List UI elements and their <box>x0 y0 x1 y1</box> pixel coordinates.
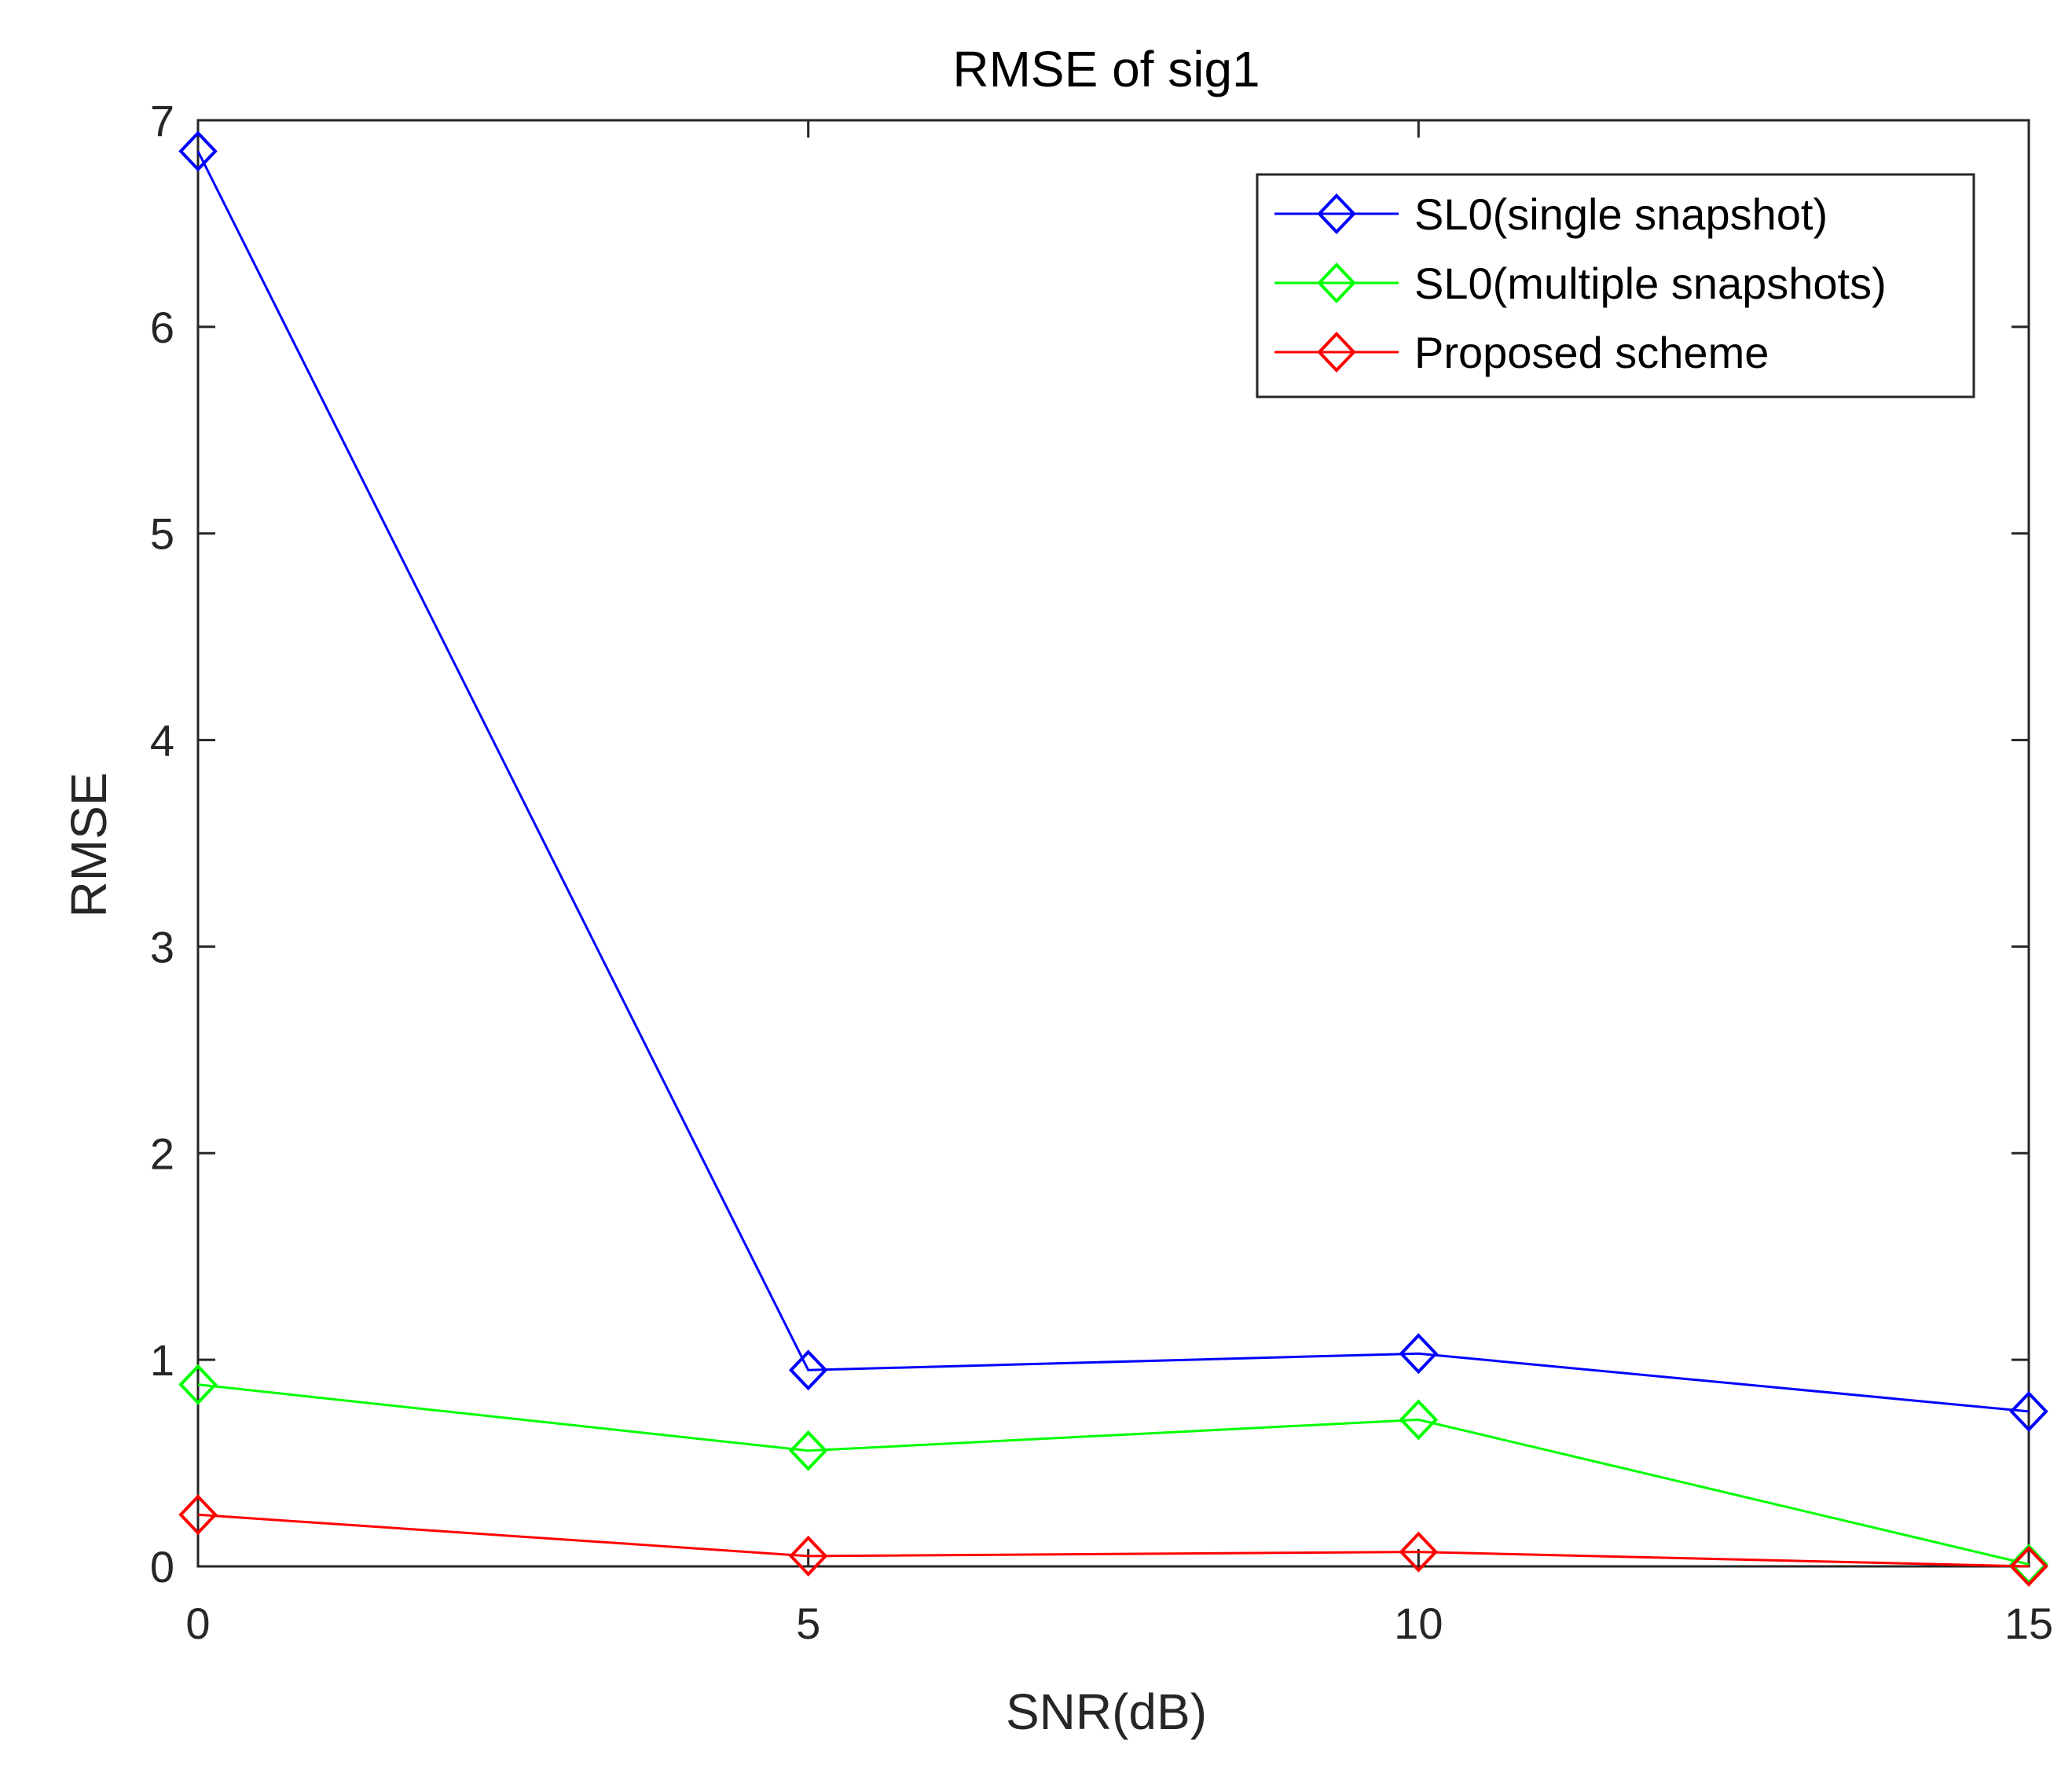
series-line <box>197 1383 2030 1566</box>
legend-label: SL0(single snapshot) <box>1414 189 1828 239</box>
plot-series <box>178 130 2048 1587</box>
data-point <box>1399 1531 1439 1573</box>
data-point <box>788 1535 828 1577</box>
y-tick-label: 1 <box>150 1335 174 1385</box>
y-axis-label: RMSE <box>61 773 117 918</box>
data-point <box>2009 1390 2048 1432</box>
series-1 <box>178 130 2048 1432</box>
legend-label: Proposed scheme <box>1414 328 1769 377</box>
x-tick-label: 10 <box>1394 1599 1443 1648</box>
x-tick-label: 0 <box>185 1599 210 1648</box>
y-tick-label: 7 <box>150 96 174 145</box>
legend-entry: SL0(multiple snapshots) <box>1274 259 1887 308</box>
legend-box <box>1256 173 1975 398</box>
axes-box <box>196 119 2030 1568</box>
legend-swatch-marker <box>1317 331 1356 373</box>
data-point <box>178 1494 218 1536</box>
series-line <box>197 1513 2030 1568</box>
y-tick-label: 5 <box>150 509 174 559</box>
x-tick-label: 15 <box>2004 1599 2053 1648</box>
x-tick-label: 5 <box>796 1599 820 1648</box>
series-3 <box>178 1494 2048 1587</box>
chart-title: RMSE of sig1 <box>952 41 1260 97</box>
data-point <box>178 1364 218 1405</box>
series-2 <box>178 1364 2048 1585</box>
data-point <box>178 130 218 172</box>
y-tick-label: 0 <box>150 1542 174 1592</box>
data-point <box>2009 1546 2048 1587</box>
legend-entry: SL0(single snapshot) <box>1274 189 1828 239</box>
y-tick-label: 6 <box>150 303 174 352</box>
series-line <box>196 150 2030 1413</box>
x-axis-label: SNR(dB) <box>1006 1683 1207 1740</box>
legend-swatch-marker <box>1317 262 1356 304</box>
legend: SL0(single snapshot) SL0(multiple snapsho… <box>1256 173 1975 398</box>
data-point <box>1399 1399 1439 1441</box>
y-tick-label: 3 <box>150 922 174 971</box>
legend-label: SL0(multiple snapshots) <box>1414 259 1887 308</box>
y-tick-label: 4 <box>150 716 174 766</box>
legend-swatch-marker <box>1317 193 1356 235</box>
legend-entry: Proposed scheme <box>1274 328 1769 377</box>
y-tick-label: 2 <box>150 1129 174 1178</box>
data-point <box>1399 1333 1439 1375</box>
data-point <box>788 1430 828 1471</box>
data-point <box>788 1349 828 1391</box>
